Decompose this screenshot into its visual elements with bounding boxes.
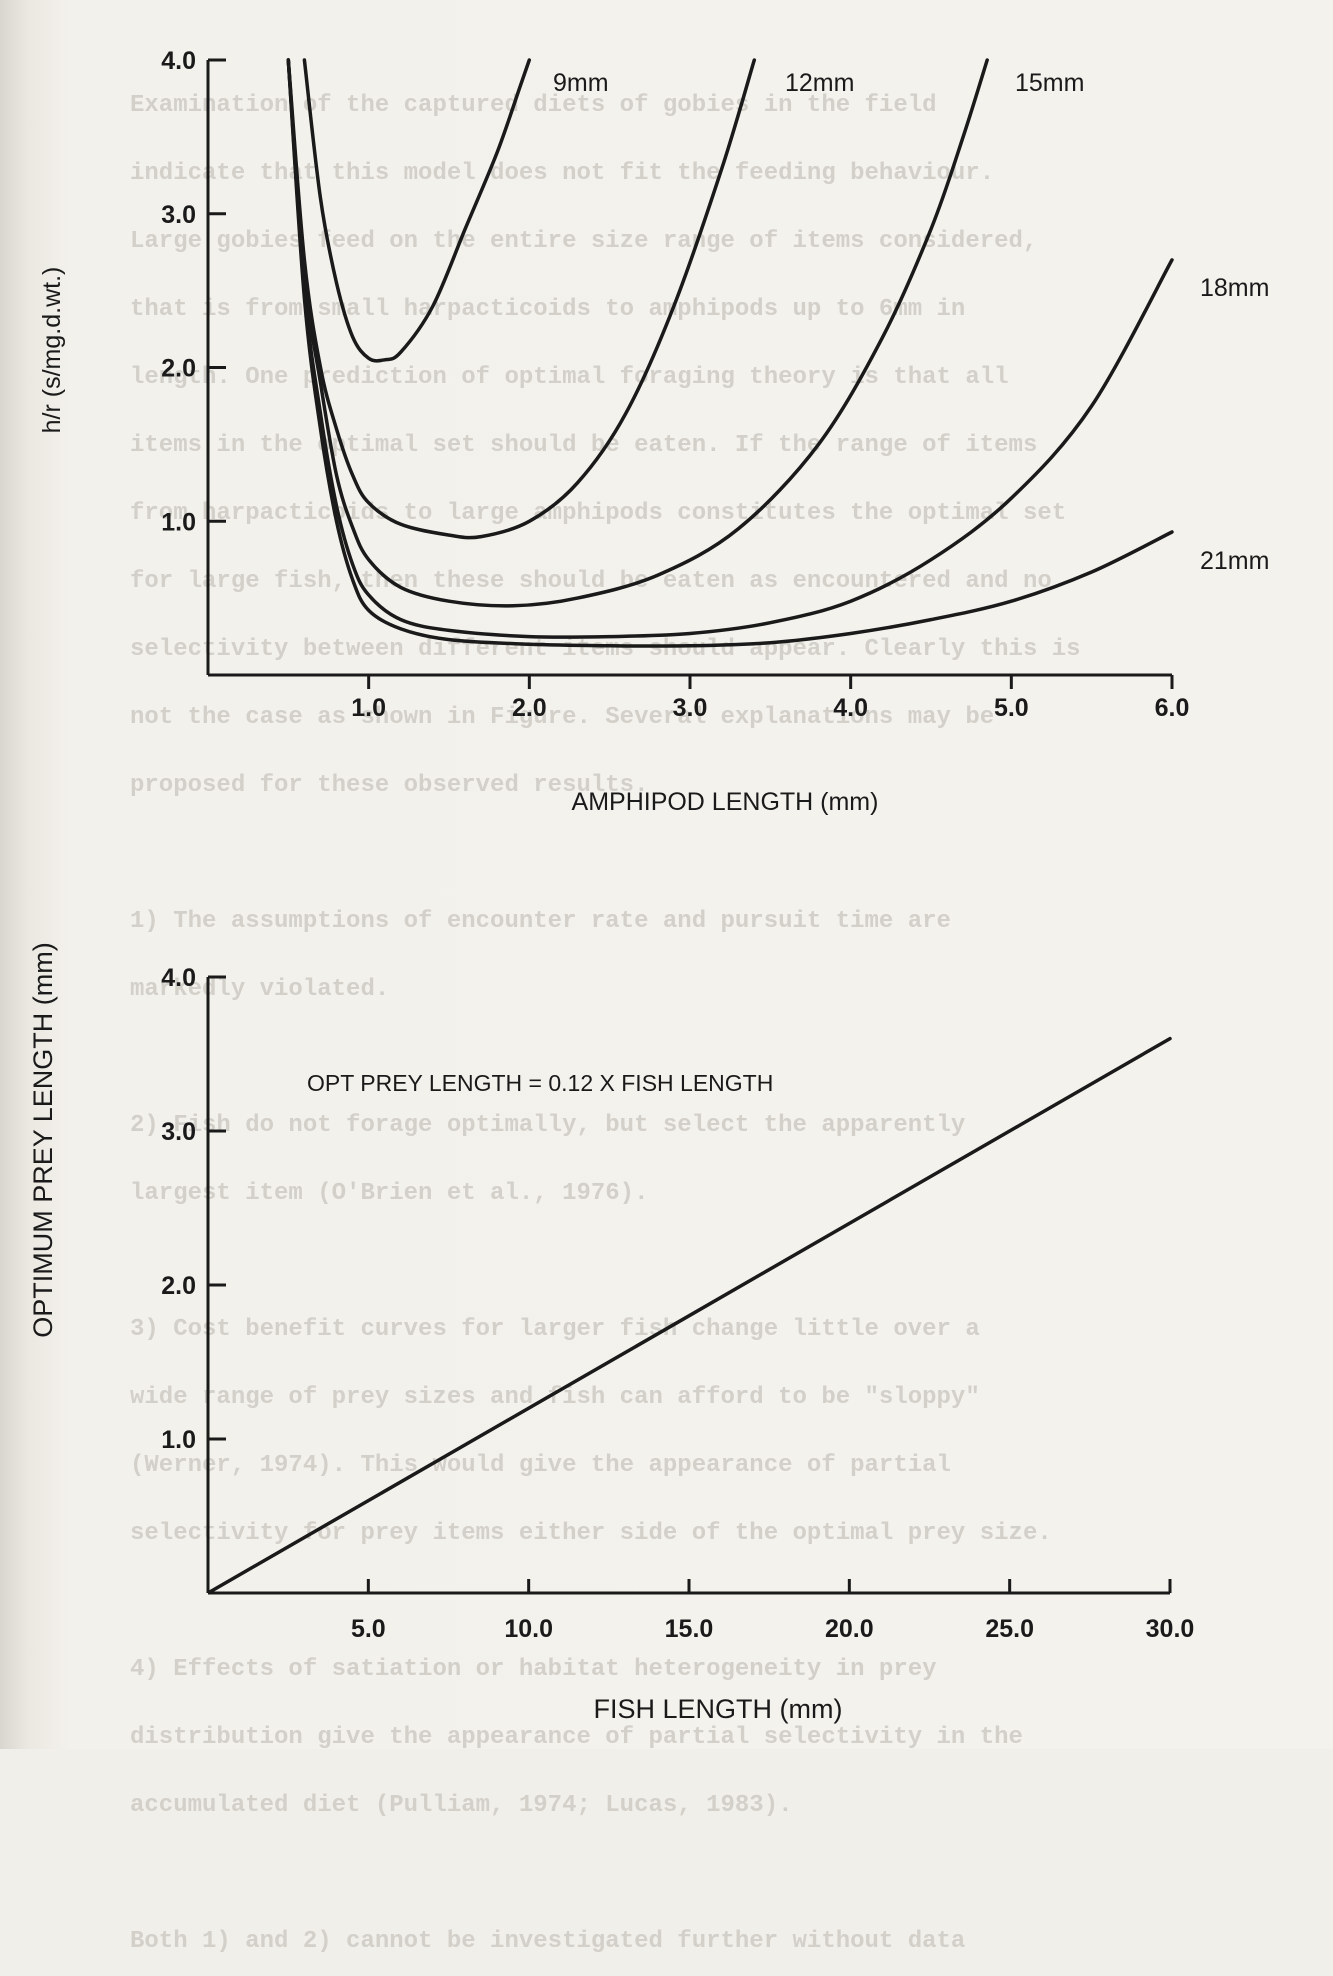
figure-canvas: h/r (s/mg.d.wt.) AMPHIPOD LENGTH (mm) 1.… <box>28 47 1269 1724</box>
chart-top-y-tick-label: 2.0 <box>161 355 196 383</box>
chart-top-series-label: 21mm <box>1200 547 1269 575</box>
chart-top-x-tick-label: 1.0 <box>351 694 386 722</box>
chart-bottom-x-tick-label: 30.0 <box>1146 1615 1195 1643</box>
chart-top-series-label: 15mm <box>1015 69 1084 97</box>
chart-top-x-tick-label: 4.0 <box>833 694 868 722</box>
chart-top-ylabel: h/r (s/mg.d.wt.) <box>38 267 66 434</box>
chart-bottom-y-tick-label: 2.0 <box>161 1272 196 1300</box>
bleed-through-text: Examination of the captured diets of gob… <box>130 92 1081 1955</box>
chart-bottom-x-tick-label: 20.0 <box>825 1615 874 1643</box>
chart-top-x-tick-label: 3.0 <box>673 694 708 722</box>
chart-bottom-ylabel: OPTIMUM PREY LENGTH (mm) <box>28 942 58 1338</box>
chart-top-x-tick-label: 5.0 <box>994 694 1029 722</box>
chart-top-series-21mm <box>286 58 1174 648</box>
chart-top-series-18mm <box>286 58 1174 639</box>
chart-bottom-x-tick-label: 5.0 <box>351 1615 386 1643</box>
page-background <box>0 0 1333 1749</box>
chart-top-series-12mm <box>286 58 757 540</box>
chart-bottom-annotation: OPT PREY LENGTH = 0.12 X FISH LENGTH <box>307 1070 773 1096</box>
chart-bottom-y-tick-label: 1.0 <box>161 1426 196 1454</box>
chart-bottom-series-line <box>208 1036 1172 1593</box>
chart-top-series-label: 12mm <box>785 69 854 97</box>
chart-bottom: OPTIMUM PREY LENGTH (mm) FISH LENGTH (mm… <box>28 942 1194 1724</box>
chart-bottom-x-tick-label: 25.0 <box>985 1615 1034 1643</box>
chart-top: h/r (s/mg.d.wt.) AMPHIPOD LENGTH (mm) 1.… <box>38 47 1269 816</box>
chart-top-y-tick-label: 4.0 <box>161 47 196 75</box>
chart-bottom-x-tick-label: 10.0 <box>504 1615 553 1643</box>
chart-top-series-15mm <box>286 58 989 608</box>
chart-top-series-9mm <box>302 58 532 363</box>
chart-top-series-label: 18mm <box>1200 274 1269 302</box>
chart-bottom-x-tick-label: 15.0 <box>665 1615 714 1643</box>
chart-top-x-tick-label: 6.0 <box>1155 694 1190 722</box>
chart-bottom-y-tick-label: 3.0 <box>161 1118 196 1146</box>
chart-top-xlabel: AMPHIPOD LENGTH (mm) <box>572 788 879 816</box>
chart-bottom-xlabel: FISH LENGTH (mm) <box>594 1694 843 1724</box>
chart-bottom-y-tick-label: 4.0 <box>161 964 196 992</box>
chart-top-x-tick-label: 2.0 <box>512 694 547 722</box>
chart-top-series-label: 9mm <box>553 69 609 97</box>
chart-top-y-tick-label: 3.0 <box>161 201 196 229</box>
chart-top-y-tick-label: 1.0 <box>161 508 196 536</box>
